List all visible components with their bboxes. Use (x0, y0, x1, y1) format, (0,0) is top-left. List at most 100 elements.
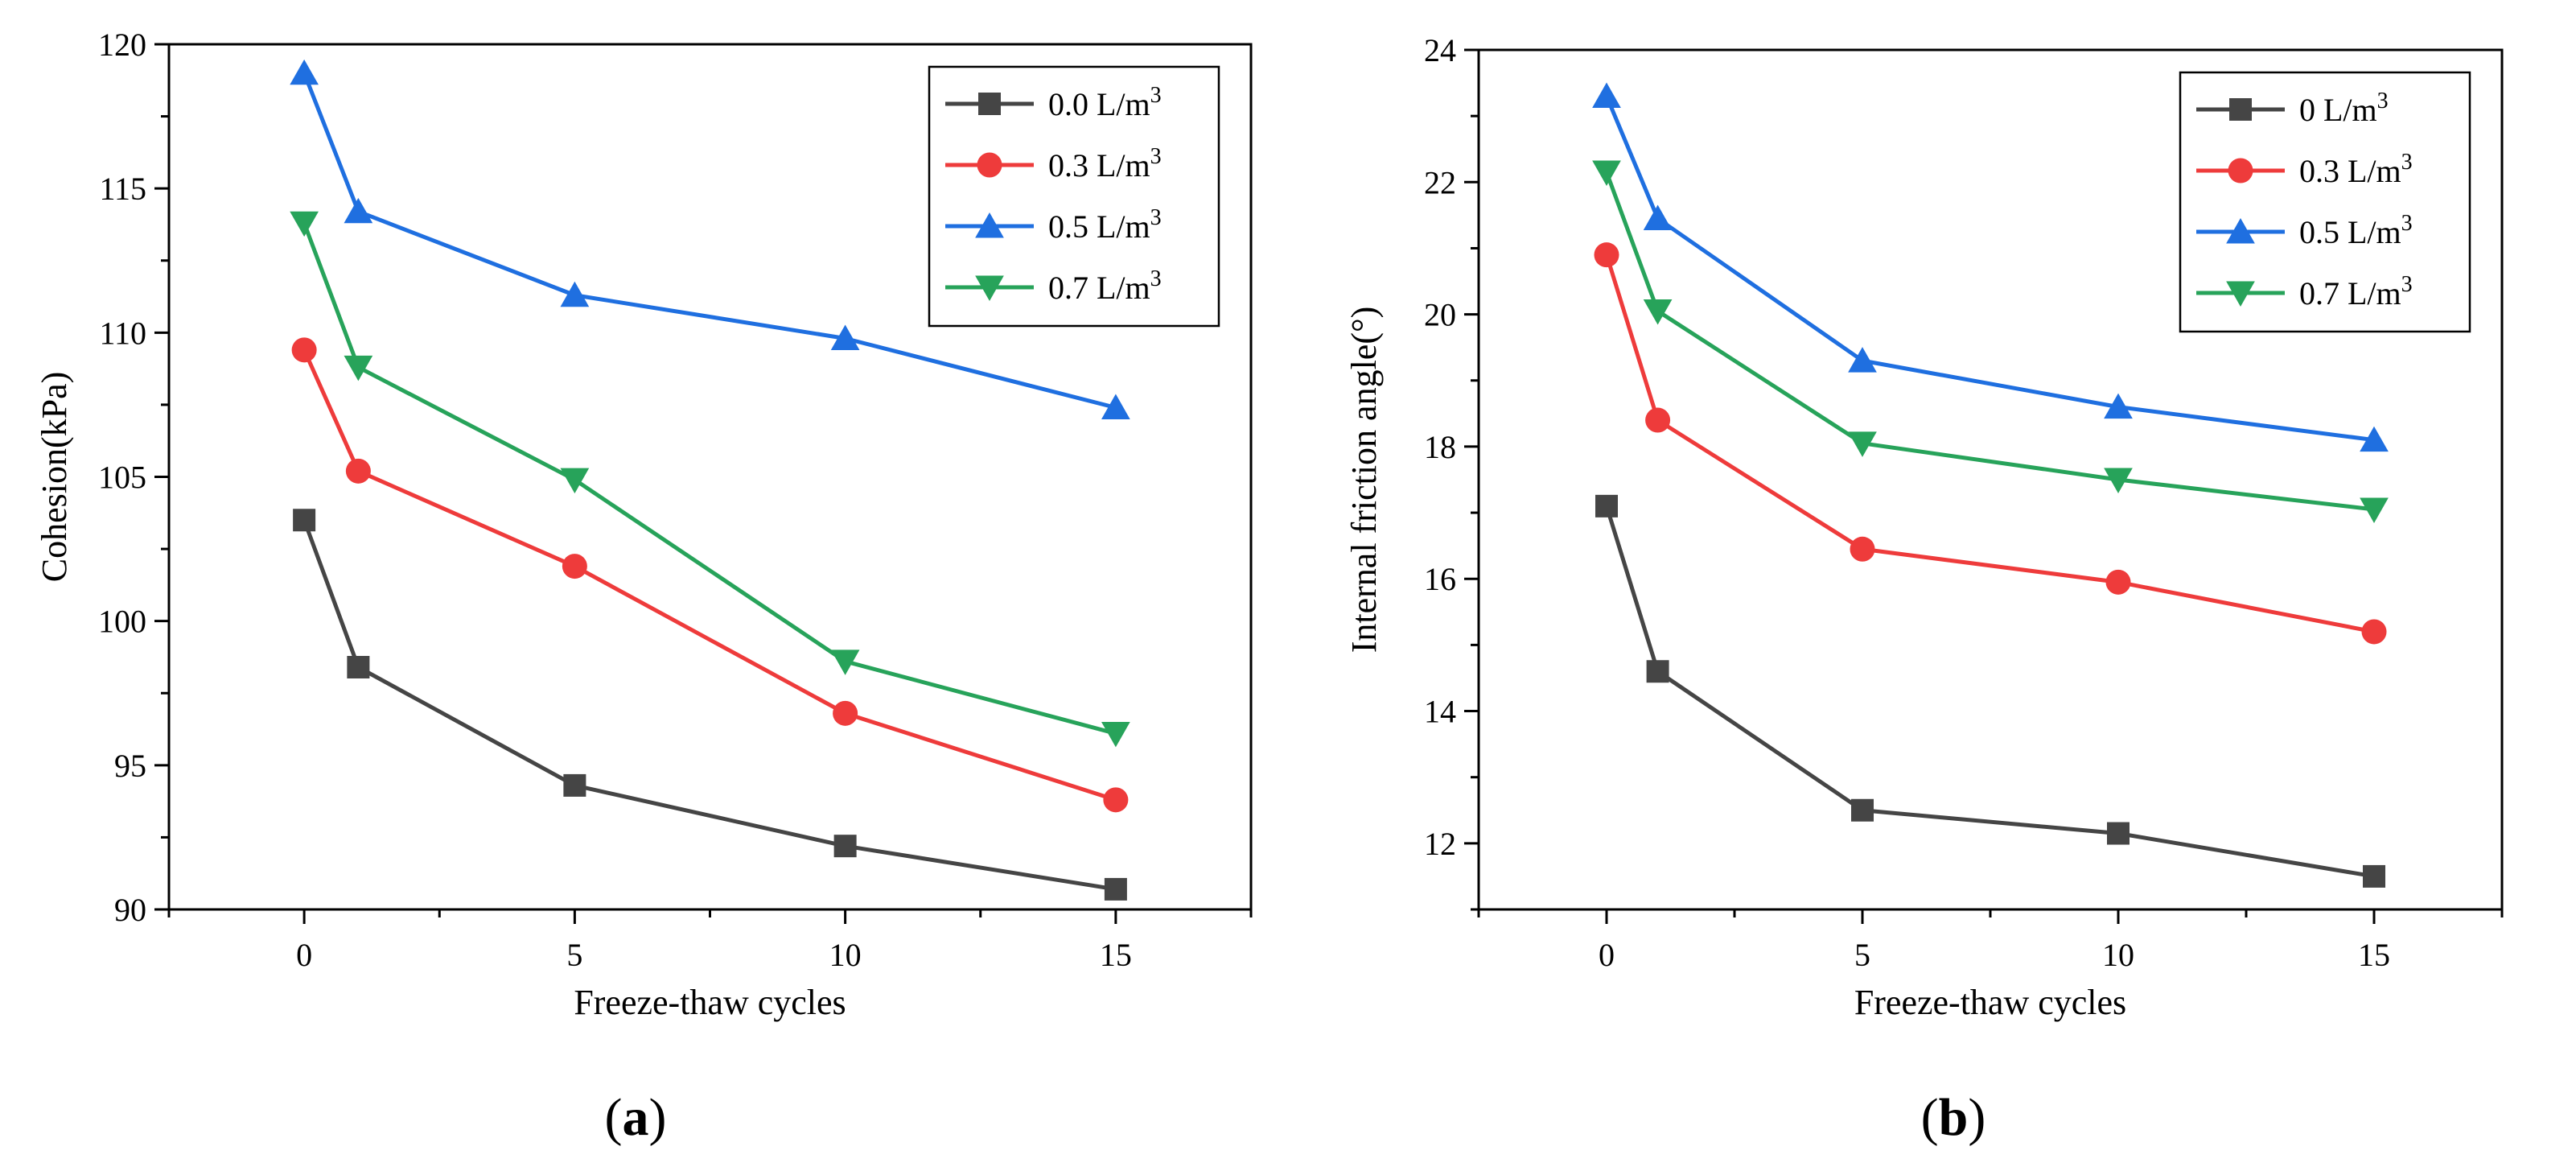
data-point (560, 468, 590, 494)
legend-marker (977, 152, 1002, 178)
data-point (560, 281, 590, 307)
data-point (2105, 569, 2131, 595)
legend-item: 0.3 L/m3 (2196, 150, 2413, 189)
x-tick-label: 15 (1100, 937, 1132, 973)
data-point (2361, 619, 2387, 645)
series-line (302, 348, 1117, 802)
series-1 (1595, 494, 2385, 888)
x-tick-label: 0 (296, 937, 312, 973)
legend-label: 0.3 L/m3 (2299, 150, 2413, 189)
y-tick-label: 20 (1424, 297, 1456, 333)
panel-label: (a) (605, 1088, 667, 1147)
data-point (1850, 536, 1875, 562)
legend-item: 0 L/m3 (2196, 89, 2389, 128)
data-point (2360, 497, 2389, 523)
y-axis-title: Cohesion(kPa) (35, 372, 74, 583)
data-point (833, 835, 857, 858)
y-tick-label: 110 (99, 315, 146, 351)
legend-item: 0.7 L/m3 (2196, 272, 2413, 311)
legend-item: 0.7 L/m3 (945, 266, 1162, 306)
legend-marker (2228, 158, 2253, 183)
x-tick-label: 10 (829, 937, 862, 973)
legend-item: 0.3 L/m3 (945, 144, 1162, 183)
legend-item: 0.5 L/m3 (2196, 211, 2413, 250)
legend-marker (2229, 98, 2252, 121)
data-point (1851, 798, 1874, 822)
data-point (1592, 160, 1621, 186)
series-line (302, 519, 1117, 892)
y-tick-label: 18 (1424, 429, 1456, 465)
x-axis-title: Freeze-thaw cycles (1854, 983, 2126, 1022)
y-tick-label: 115 (99, 171, 146, 207)
y-tick-label: 105 (98, 460, 146, 496)
series-2 (291, 337, 1129, 813)
series-line (1604, 505, 2375, 879)
data-point (293, 509, 316, 532)
data-point (291, 337, 317, 363)
series-4 (1592, 160, 2389, 523)
y-tick-label: 100 (98, 604, 146, 640)
data-point (2107, 822, 2130, 845)
legend-label: 0.5 L/m3 (1048, 205, 1162, 245)
legend-item: 0.5 L/m3 (945, 205, 1162, 245)
data-point (2104, 468, 2133, 493)
legend: 0 L/m3 0.3 L/m3 0.5 L/m3 0.7 L/m3 (2179, 71, 2471, 333)
data-point (347, 656, 370, 678)
y-tick-label: 120 (98, 27, 146, 63)
x-tick-label: 10 (2102, 937, 2134, 973)
data-point (1595, 494, 1618, 517)
data-point (833, 700, 858, 726)
data-point (1101, 394, 1130, 419)
data-point (290, 211, 319, 237)
data-point (562, 554, 587, 579)
data-point (1645, 407, 1671, 433)
y-tick-label: 22 (1424, 164, 1456, 200)
panel-label: (b) (1921, 1088, 1986, 1147)
y-tick-label: 12 (1424, 826, 1456, 862)
data-point (1643, 204, 1673, 230)
data-point (1848, 347, 1877, 373)
data-point (563, 773, 586, 797)
data-point (1594, 242, 1619, 268)
legend-marker (2226, 218, 2255, 244)
data-point (2363, 864, 2385, 888)
x-tick-label: 5 (566, 937, 582, 973)
legend-label: 0.7 L/m3 (1048, 266, 1162, 306)
data-point (1104, 877, 1127, 901)
chart-panel-a: 0 5 10 15 90 95 100 105 110 115 120 Freeze-thaw cyc… (35, 27, 1253, 1147)
data-point (1101, 721, 1130, 748)
series-1 (293, 509, 1127, 901)
legend-label: 0.0 L/m3 (1048, 83, 1162, 122)
data-point (830, 324, 860, 350)
x-tick-label: 5 (1854, 937, 1870, 973)
data-point (290, 59, 319, 85)
data-point (1592, 82, 1621, 108)
y-tick-label: 16 (1424, 561, 1456, 597)
data-point (344, 355, 373, 381)
legend-label: 0.7 L/m3 (2299, 272, 2413, 311)
data-point (1646, 660, 1669, 683)
legend-marker (975, 275, 1004, 301)
legend-marker (2226, 281, 2255, 307)
series-3 (290, 59, 1130, 419)
data-point (2360, 426, 2389, 452)
y-tick-label: 14 (1424, 694, 1456, 730)
x-axis-title: Freeze-thaw cycles (574, 983, 846, 1022)
series-2 (1594, 242, 2387, 645)
legend-box (2179, 71, 2471, 333)
legend-marker (978, 93, 1001, 115)
data-point (1848, 431, 1877, 457)
y-tick-label: 24 (1424, 32, 1456, 68)
y-axis-title: Internal friction angle(°) (1344, 307, 1384, 654)
data-point (1103, 787, 1129, 813)
x-tick-label: 15 (2358, 937, 2390, 973)
legend-label: 0.3 L/m3 (1048, 144, 1162, 183)
legend-marker (975, 212, 1004, 238)
chart-panel-b: 0 5 10 15 12 14 16 18 20 22 24 Freeze-thaw cycles In… (1344, 32, 2504, 1147)
data-point (344, 197, 373, 224)
legend-item: 0.0 L/m3 (945, 83, 1162, 122)
series-4 (290, 211, 1130, 748)
data-point (1643, 299, 1673, 325)
series-3 (1592, 82, 2389, 452)
